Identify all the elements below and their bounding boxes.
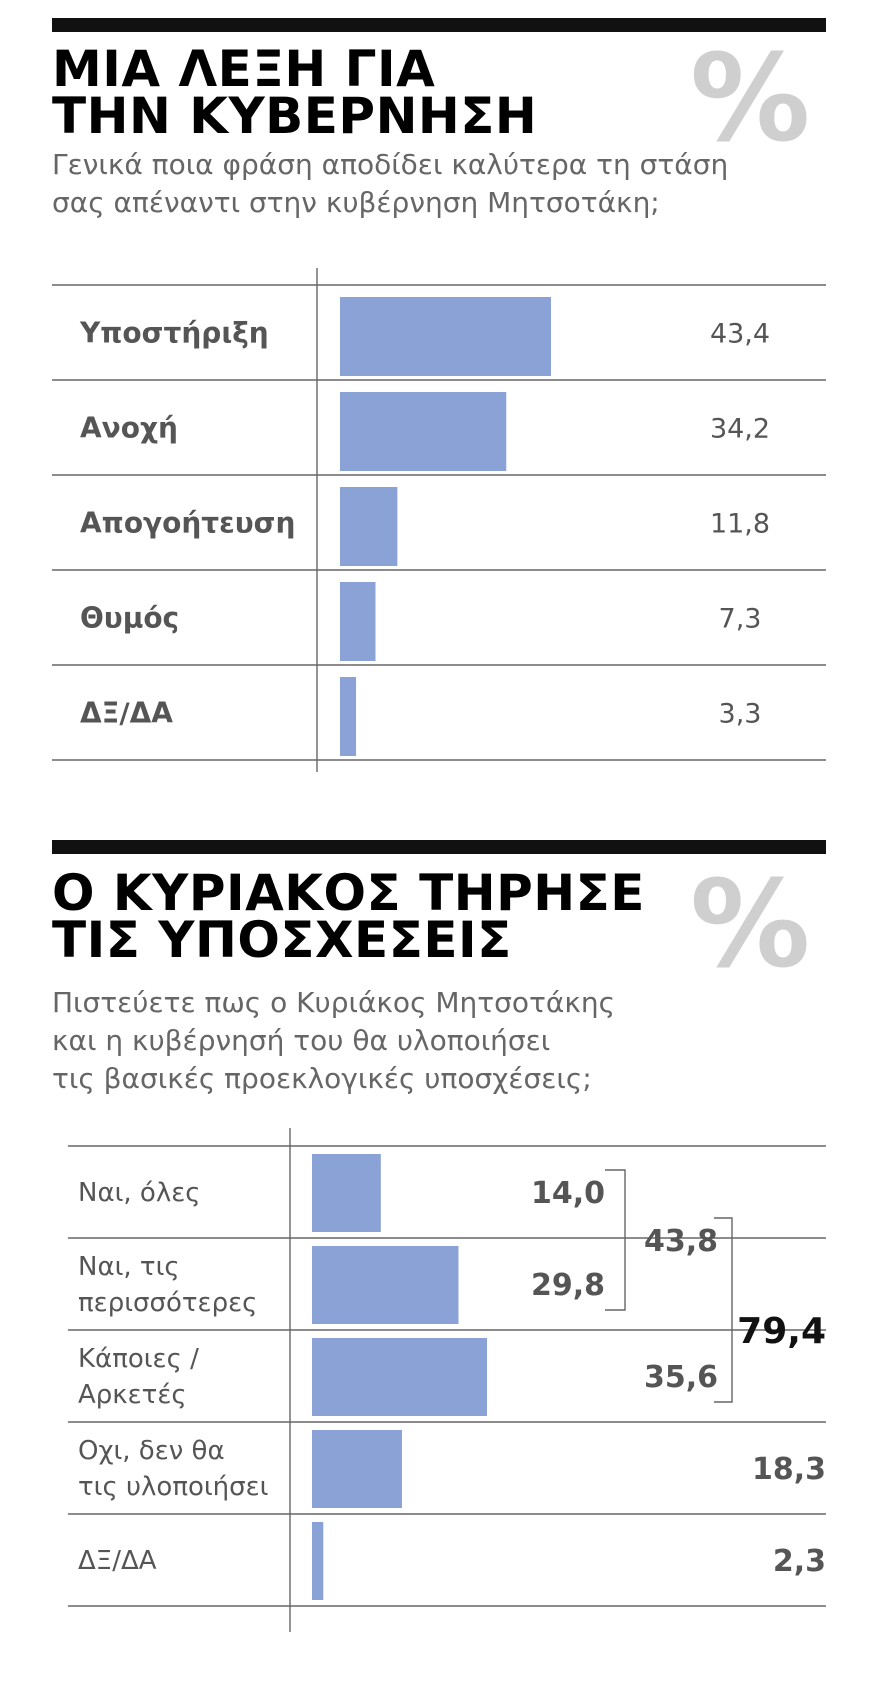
category-label: Υποστήριξη	[79, 317, 269, 350]
bar-chart-government-word: Υποστήριξη 43,4 Ανοχή 34,2 Απογοήτευση 11,8 Θυ…	[52, 268, 826, 772]
chart-title-line: ΤΙΣ ΥΠΟΣΧΕΣΕΙΣ	[52, 911, 512, 969]
value-label: 14,0	[531, 1176, 605, 1211]
group-value-label: 79,4	[737, 1311, 826, 1352]
chart-subtitle-line: Πιστεύετε πως ο Κυριάκος Μητσοτάκης	[52, 986, 616, 1019]
category-label-line: Αρκετές	[78, 1380, 187, 1410]
chart-subtitle: Γενικά ποια φράση αποδίδει καλύτερα τη σ…	[52, 146, 728, 222]
value-label: 11,8	[710, 509, 770, 540]
value-label: 7,3	[719, 604, 762, 635]
bar	[312, 1522, 324, 1600]
category-label-line: Οχι, δεν θα	[78, 1436, 225, 1466]
bar	[312, 1154, 381, 1232]
chart-subtitle-line: Γενικά ποια φράση αποδίδει καλύτερα τη σ…	[52, 148, 729, 181]
section-top-rule	[52, 840, 826, 854]
chart-subtitle-line: τις βασικές προεκλογικές υποσχέσεις;	[52, 1062, 592, 1095]
percent-icon: %	[690, 856, 811, 995]
category-label: ΔΞ/ΔΑ	[80, 697, 173, 730]
group-value-label: 43,8	[644, 1224, 718, 1259]
value-label: 43,4	[710, 319, 770, 350]
bar	[340, 677, 357, 756]
chart-title: Ο ΚΥΡΙΑΚΟΣ ΤΗΡΗΣΕ ΤΙΣ ΥΠΟΣΧΕΣΕΙΣ	[52, 864, 645, 969]
bar	[312, 1246, 459, 1324]
category-label: Ναι, τις περισσότερες	[78, 1252, 257, 1318]
chart-title-line: ΤΗΝ ΚΥΒΕΡΝΗΣΗ	[52, 87, 538, 145]
bar	[312, 1430, 402, 1508]
category-label: ΔΞ/ΔΑ	[78, 1546, 157, 1576]
value-label: 3,3	[719, 699, 762, 730]
category-label: Κάποιες / Αρκετές	[78, 1344, 199, 1410]
chart-subtitle: Πιστεύετε πως ο Κυριάκος Μητσοτάκης και …	[52, 984, 615, 1098]
percent-icon: %	[690, 30, 811, 169]
chart-title-line: Ο ΚΥΡΙΑΚΟΣ ΤΗΡΗΣΕ	[52, 864, 645, 922]
bar-chart-promises: Ναι, όλες 14,0 Ναι, τις περισσότερες 29,8 Κάπ…	[68, 1128, 826, 1632]
category-label-line: τις υλοποιήσει	[78, 1472, 268, 1502]
bar	[340, 297, 551, 376]
category-label-line: ΔΞ/ΔΑ	[78, 1546, 157, 1576]
value-label: 35,6	[644, 1360, 718, 1395]
category-label-line: περισσότερες	[78, 1288, 257, 1318]
category-label: Οχι, δεν θα τις υλοποιήσει	[78, 1436, 268, 1502]
category-label-line: Κάποιες /	[78, 1344, 199, 1374]
group-bracket	[714, 1217, 733, 1403]
category-label-line: Ναι, όλες	[78, 1178, 201, 1208]
bar	[340, 582, 376, 661]
bar	[340, 487, 398, 566]
chart-subtitle-line: και η κυβέρνησή του θα υλοποιήσει	[52, 1024, 551, 1057]
category-label: Ανοχή	[80, 412, 178, 445]
category-label: Ναι, όλες	[78, 1178, 201, 1208]
section-top-rule	[52, 18, 826, 32]
category-label: Θυμός	[80, 602, 179, 635]
chart-subtitle-line: σας απέναντι στην κυβέρνηση Μητσοτάκη;	[52, 186, 660, 219]
group-bracket	[605, 1169, 626, 1311]
value-label: 18,3	[752, 1452, 826, 1487]
bar	[340, 392, 507, 471]
category-label-line: Ναι, τις	[78, 1252, 180, 1282]
value-label: 2,3	[773, 1544, 826, 1579]
bar	[312, 1338, 487, 1416]
chart-title: ΜΙΑ ΛΕΞΗ ΓΙΑ ΤΗΝ ΚΥΒΕΡΝΗΣΗ	[52, 40, 538, 145]
chart-title-line: ΜΙΑ ΛΕΞΗ ΓΙΑ	[52, 40, 436, 98]
value-label: 29,8	[531, 1268, 605, 1303]
value-label: 34,2	[710, 414, 770, 445]
category-label: Απογοήτευση	[80, 507, 295, 540]
